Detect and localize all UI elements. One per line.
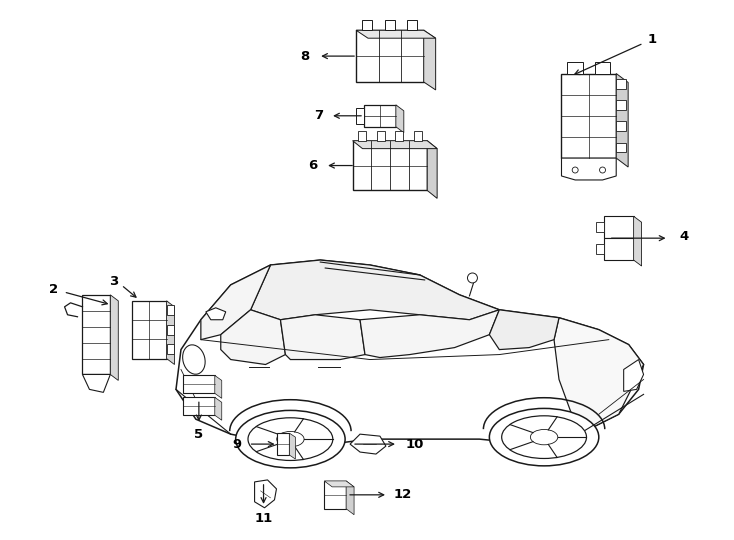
Polygon shape [396, 105, 404, 133]
Circle shape [600, 167, 606, 173]
Text: 4: 4 [680, 230, 689, 242]
Bar [407, 21, 418, 30]
Bar [567, 62, 583, 73]
Polygon shape [424, 30, 436, 90]
Bar [363, 21, 372, 30]
Bar [562, 73, 617, 158]
Polygon shape [255, 480, 277, 508]
Bar [352, 140, 427, 191]
Polygon shape [221, 310, 286, 364]
Bar [617, 100, 626, 110]
Polygon shape [554, 318, 644, 434]
Text: 10: 10 [406, 437, 424, 450]
Polygon shape [324, 481, 354, 487]
Ellipse shape [531, 429, 558, 445]
Ellipse shape [236, 410, 345, 468]
Bar [414, 131, 422, 140]
Polygon shape [206, 308, 226, 320]
Bar [604, 217, 633, 238]
Polygon shape [350, 434, 386, 454]
Bar [183, 375, 215, 393]
Circle shape [468, 273, 477, 283]
Text: 2: 2 [49, 284, 58, 296]
Bar [131, 301, 167, 359]
Bar [356, 108, 364, 124]
Bar [596, 244, 604, 254]
Polygon shape [215, 375, 222, 399]
Text: 5: 5 [195, 428, 203, 441]
Polygon shape [346, 481, 354, 515]
Polygon shape [356, 30, 436, 38]
Bar [364, 105, 396, 127]
Polygon shape [633, 217, 642, 266]
Bar [617, 122, 626, 131]
Text: 6: 6 [308, 159, 317, 172]
Text: 8: 8 [301, 50, 310, 63]
Bar [167, 344, 175, 354]
Text: 9: 9 [232, 437, 241, 450]
Polygon shape [624, 360, 644, 392]
Text: 3: 3 [109, 275, 118, 288]
Polygon shape [201, 265, 271, 340]
Bar [395, 131, 403, 140]
Polygon shape [250, 260, 499, 320]
Polygon shape [176, 260, 644, 444]
Polygon shape [110, 295, 118, 380]
Polygon shape [490, 310, 559, 349]
Bar [617, 143, 626, 152]
Bar [385, 21, 395, 30]
Bar [358, 131, 366, 140]
Polygon shape [215, 397, 222, 420]
Polygon shape [82, 374, 110, 393]
Ellipse shape [183, 345, 205, 374]
Polygon shape [617, 73, 628, 167]
Ellipse shape [490, 408, 599, 466]
Polygon shape [427, 140, 437, 198]
Ellipse shape [248, 418, 333, 461]
Bar [617, 79, 626, 89]
Text: 11: 11 [255, 512, 272, 525]
Bar [356, 30, 424, 82]
Bar [595, 62, 611, 73]
Bar [377, 131, 385, 140]
Polygon shape [360, 310, 499, 357]
Ellipse shape [501, 416, 586, 458]
Bar [167, 325, 175, 335]
Bar [596, 222, 604, 232]
Circle shape [573, 167, 578, 173]
Bar [277, 433, 289, 455]
Ellipse shape [277, 431, 304, 447]
Text: 12: 12 [393, 488, 412, 501]
Bar [324, 481, 346, 509]
Bar [183, 397, 215, 415]
Polygon shape [289, 433, 295, 459]
Polygon shape [352, 140, 437, 148]
Bar [82, 295, 110, 374]
Polygon shape [280, 315, 365, 360]
Text: 7: 7 [313, 109, 323, 122]
Polygon shape [562, 158, 617, 180]
Text: 1: 1 [648, 33, 657, 46]
Polygon shape [167, 301, 175, 364]
Bar [604, 238, 633, 260]
Bar [167, 306, 175, 315]
